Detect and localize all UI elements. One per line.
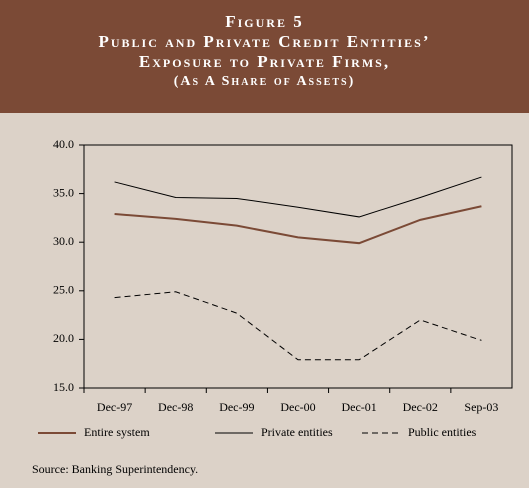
- chart-title: Exposure to Private Firms,: [138, 52, 391, 71]
- plot-area: [83, 144, 513, 389]
- y-tick-label: 15.0: [53, 380, 74, 394]
- legend-label: Public entities: [408, 425, 477, 439]
- x-tick-label: Sep-03: [464, 400, 498, 414]
- y-tick-label: 30.0: [53, 234, 74, 248]
- chart-title: Public and Private Credit Entities’: [98, 32, 431, 51]
- x-tick-label: Dec-02: [403, 400, 438, 414]
- y-tick-label: 25.0: [53, 283, 74, 297]
- x-tick-label: Dec-00: [280, 400, 315, 414]
- legend-label: Entire system: [84, 425, 150, 439]
- line: [114, 205, 482, 245]
- y-tick-label: 20.0: [53, 331, 74, 345]
- y-tick-label: 35.0: [53, 185, 74, 199]
- x-tick-label: Dec-97: [97, 400, 132, 414]
- x-tick-label: Dec-99: [219, 400, 254, 414]
- figure-label: Figure 5: [225, 12, 304, 31]
- source: Source: Banking Superintendency.: [32, 462, 198, 476]
- x-tick-label: Dec-98: [158, 400, 193, 414]
- header: Figure 5 Public and Private Credit Entit…: [0, 0, 529, 113]
- chart-subtitle: (As A Share of Assets): [173, 74, 356, 89]
- y-tick-label: 40.0: [53, 137, 74, 151]
- x-tick-label: Dec-01: [341, 400, 376, 414]
- line: [114, 291, 482, 361]
- line: [114, 176, 482, 218]
- legend-label: Private entities: [261, 425, 333, 439]
- chart: Source: Banking Superintendency. 15.0 20.…: [32, 137, 513, 476]
